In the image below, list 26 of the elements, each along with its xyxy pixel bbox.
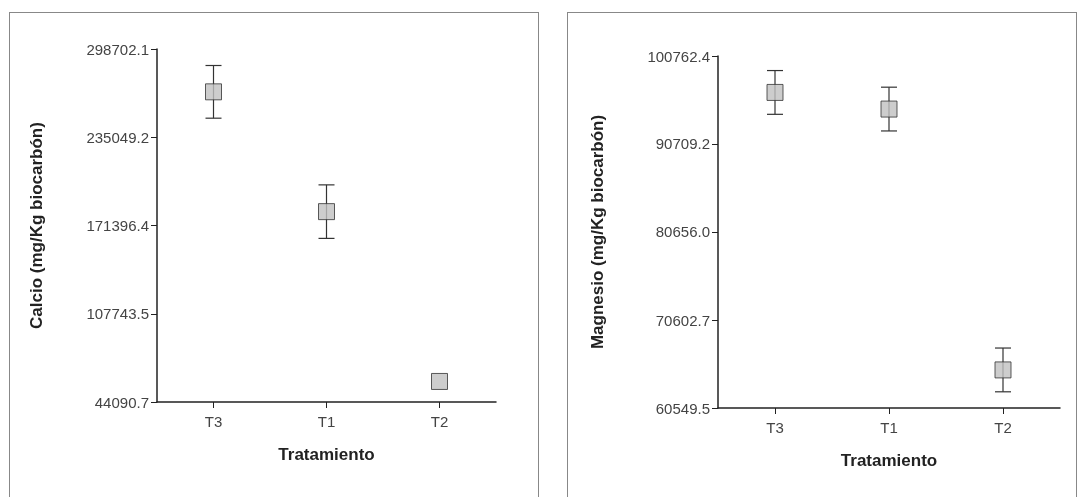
y-tick-label: 90709.2 bbox=[655, 135, 710, 153]
y-tick-label: 171396.4 bbox=[86, 217, 149, 234]
x-tick-label: T3 bbox=[204, 413, 223, 430]
y-tick-label: 235049.2 bbox=[86, 128, 149, 146]
point bbox=[205, 83, 222, 101]
x-axis-title: Tratamiento bbox=[278, 445, 375, 464]
y-axis-title: Calcio (mg/Kg biocarbón) bbox=[27, 122, 46, 329]
y-tick-label: 60549.5 bbox=[655, 399, 710, 417]
point bbox=[766, 83, 784, 101]
y-axis-title: Magnesio (mg/Kg biocarbón) bbox=[588, 114, 607, 350]
y-tick-label: 70602.7 bbox=[655, 311, 710, 329]
y-tick-label: 44090.7 bbox=[94, 393, 149, 411]
x-tick-label: T2 bbox=[994, 419, 1012, 436]
x-tick-label: T3 bbox=[766, 419, 784, 436]
x-axis-title: Tratamiento bbox=[840, 451, 938, 470]
point bbox=[318, 203, 335, 221]
x-tick-label: T1 bbox=[317, 413, 336, 430]
x-tick-label: T1 bbox=[880, 419, 898, 436]
y-tick-label: 107743.5 bbox=[86, 305, 149, 323]
x-tick-label: T2 bbox=[430, 413, 449, 430]
point bbox=[431, 372, 448, 390]
y-tick-label: 80656.0 bbox=[655, 223, 710, 241]
y-tick-label: 100762.4 bbox=[647, 47, 710, 65]
y-tick-label: 298702.1 bbox=[86, 40, 149, 58]
point bbox=[880, 100, 898, 118]
point bbox=[994, 361, 1012, 379]
